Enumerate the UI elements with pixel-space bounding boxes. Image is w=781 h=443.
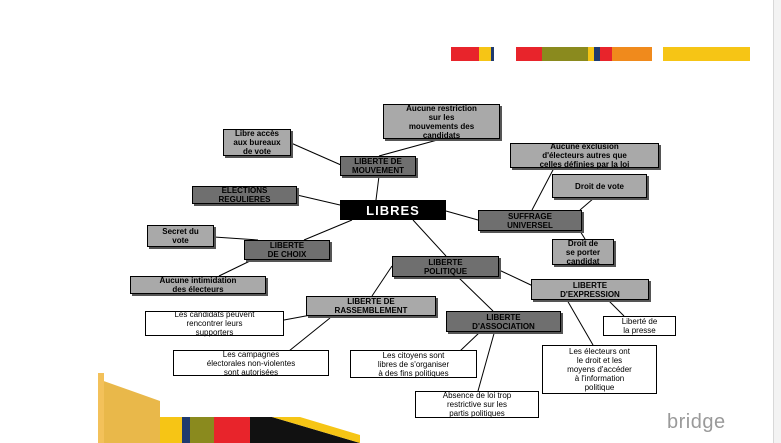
connector-line <box>303 219 353 241</box>
bar-olive <box>542 47 588 61</box>
connector-line <box>607 299 625 317</box>
bar-red <box>516 47 542 61</box>
node-liberte-association: LIBERTE D'ASSOCIATION <box>446 311 561 332</box>
node-campagnes: Les campagnes électorales non-violentes … <box>173 350 329 377</box>
connector-line <box>288 317 331 352</box>
bar-red <box>451 47 479 61</box>
black-swoosh <box>250 417 360 443</box>
node-elections-regulieres: ELECTIONS REGULIERES <box>192 186 297 204</box>
connector-line <box>579 197 595 211</box>
node-electeurs-droit: Les électeurs ont le droit et les moyens… <box>542 345 657 394</box>
node-aucune-exclusion: Aucune exclusion d'électeurs autres que … <box>510 142 659 169</box>
yellow-swoosh <box>272 417 360 443</box>
bar-yellow <box>479 47 491 61</box>
connector-line <box>218 259 253 277</box>
bar-red <box>600 47 612 61</box>
gold-strip <box>98 373 104 443</box>
node-liberte-de-choix: LIBERTE DE CHOIX <box>244 240 330 260</box>
connector-line <box>457 276 494 312</box>
center-node-libres: LIBRES <box>340 200 446 220</box>
bar-navy <box>491 47 494 61</box>
connector-line <box>371 265 393 297</box>
brand-logo-text: bridge <box>667 411 726 433</box>
bar-yellow <box>663 47 750 61</box>
bar-navy <box>182 417 190 443</box>
node-liberte-expression: LIBERTE D'EXPRESSION <box>531 279 649 300</box>
connector-line <box>498 269 534 287</box>
connector-line <box>531 167 555 211</box>
connector-line <box>459 331 481 352</box>
connector-line <box>566 299 594 346</box>
connector-line <box>296 194 341 206</box>
node-citoyens: Les citoyens sont libres de s'organiser … <box>350 350 477 378</box>
node-droit-de-vote: Droit de vote <box>552 174 647 198</box>
bar-olive <box>190 417 214 443</box>
node-liberte-mouvement: LIBERTE DE MOUVEMENT <box>340 156 416 176</box>
connector-line <box>213 236 259 241</box>
node-libre-acces: Libre accès aux bureaux de vote <box>223 129 291 156</box>
connector-line <box>445 210 479 221</box>
connector-line <box>477 329 496 392</box>
node-suffrage-universel: SUFFRAGE UNIVERSEL <box>478 210 582 231</box>
bar-yellow <box>588 47 594 61</box>
gold-wedge <box>98 379 160 443</box>
connector-line <box>579 230 586 240</box>
bottom-decoration <box>98 373 360 443</box>
bar-orange <box>612 47 652 61</box>
node-absence-loi: Absence de loi trop restrictive sur les … <box>415 391 539 418</box>
node-aucune-intimidation: Aucune intimidation des électeurs <box>130 276 266 294</box>
node-liberte-politique: LIBERTE POLITIQUE <box>392 256 499 277</box>
connector-line <box>375 175 380 201</box>
node-droit-candidat: Droit de se porter candidat <box>552 239 614 266</box>
bar-red <box>214 417 250 443</box>
node-liberte-presse: Liberté de la presse <box>603 316 676 336</box>
bar-yellow <box>160 417 182 443</box>
node-candidats-rencontrer: Les candidats peuvent rencontrer leurs s… <box>145 310 284 337</box>
node-aucune-restriction: Aucune restriction sur les mouvements de… <box>383 104 500 140</box>
bar-navy <box>594 47 600 61</box>
connector-line <box>290 142 342 166</box>
node-liberte-rassemblement: LIBERTE DE RASSEMBLEMENT <box>306 296 436 316</box>
node-secret-du-vote: Secret du vote <box>147 225 214 247</box>
connector-line <box>412 219 447 257</box>
connector-line <box>378 138 442 157</box>
